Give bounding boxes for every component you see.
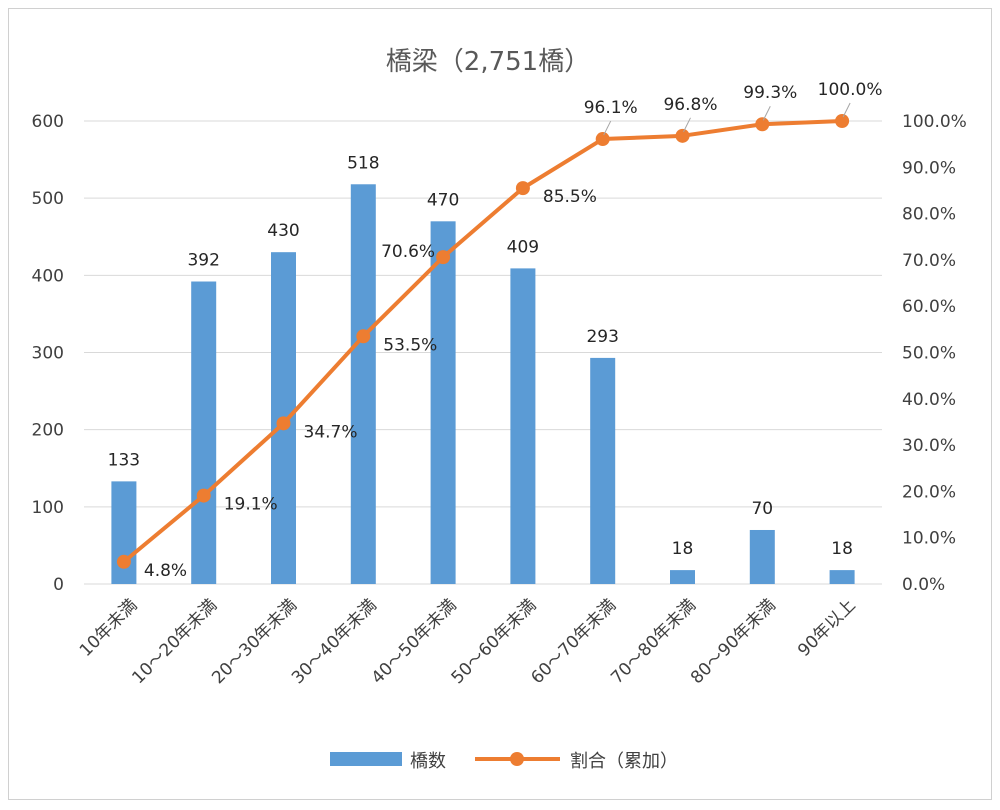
line-point: [675, 128, 690, 143]
bar-data-label: 18: [672, 539, 694, 559]
right-tick-label: 60.0%: [902, 297, 956, 317]
bar-data-label: 409: [507, 237, 539, 257]
legend-bar-label: 橋数: [410, 751, 446, 772]
leader-line: [762, 106, 771, 121]
bar-data-label: 470: [427, 190, 459, 210]
line-data-label: 4.8%: [144, 561, 187, 581]
line-data-label: 53.5%: [383, 335, 437, 355]
right-tick-label: 70.0%: [902, 251, 956, 271]
line-data-label: 96.8%: [663, 95, 717, 115]
line-data-label: 19.1%: [224, 495, 278, 515]
chart-frame: [8, 8, 992, 800]
line-data-label: 70.6%: [381, 242, 435, 262]
category-tick-label: 80～90年未満: [687, 595, 780, 688]
line-point: [595, 132, 610, 147]
right-tick-label: 40.0%: [902, 390, 956, 410]
line-data-label: 99.3%: [743, 83, 797, 103]
line-data-label: 34.7%: [304, 422, 358, 442]
bar-series: [111, 184, 855, 585]
bar: [350, 184, 376, 584]
bar-data-labels: 133 392 430 518 470 409 293 18 70 18: [108, 153, 853, 559]
right-tick-label: 90.0%: [902, 158, 956, 178]
bar: [829, 570, 855, 584]
leader-line: [842, 102, 851, 118]
category-tick-label: 10年未満: [76, 595, 142, 661]
bar-data-label: 430: [267, 221, 299, 241]
bar-data-label: 518: [347, 153, 379, 173]
right-tick-label: 20.0%: [902, 482, 956, 502]
line-point: [196, 488, 211, 503]
left-tick-label: 100: [32, 498, 64, 518]
line-data-label: 85.5%: [543, 187, 597, 207]
left-axis-ticks: 0 100 200 300 400 500 600: [32, 112, 64, 595]
right-tick-label: 10.0%: [902, 529, 956, 549]
bar: [590, 357, 616, 584]
gridlines: [84, 120, 882, 585]
right-tick-label: 0.0%: [902, 575, 945, 595]
right-tick-label: 30.0%: [902, 436, 956, 456]
legend-line-label: 割合（累加）: [570, 751, 678, 772]
line-point: [515, 181, 530, 196]
bar: [670, 570, 695, 584]
right-tick-label: 80.0%: [902, 205, 956, 225]
bar-data-label: 18: [831, 539, 853, 559]
right-tick-label: 50.0%: [902, 344, 956, 364]
left-tick-label: 300: [32, 344, 64, 364]
bar: [749, 529, 775, 584]
line-data-labels: 4.8% 19.1% 34.7% 53.5% 70.6% 85.5% 96.1% 96.8% 9…: [144, 80, 883, 581]
left-tick-label: 400: [32, 266, 64, 286]
line-point: [356, 329, 371, 344]
cumulative-line: [122, 119, 843, 564]
leader-line: [603, 120, 612, 136]
bar-data-label: 392: [187, 251, 219, 271]
line-point: [276, 416, 291, 431]
line-point: [436, 250, 451, 265]
legend-line-marker: [510, 752, 524, 766]
bar-data-label: 70: [751, 499, 773, 519]
chart-title: 橋梁（2,751橋）: [386, 47, 590, 77]
right-axis-ticks: 0.0% 10.0% 20.0% 30.0% 40.0% 50.0% 60.0% 70.0% 8…: [902, 112, 967, 595]
category-tick-label: 90年以上: [794, 595, 860, 661]
left-tick-label: 0: [53, 575, 64, 595]
line-point: [835, 114, 850, 128]
left-tick-label: 500: [32, 189, 64, 209]
bar: [510, 268, 536, 584]
leader-line: [683, 117, 691, 133]
left-tick-label: 200: [32, 421, 64, 441]
line-point: [116, 554, 131, 569]
bar-data-label: 293: [586, 327, 618, 347]
line-series: [116, 114, 850, 569]
line-data-label: 96.1%: [584, 98, 638, 118]
left-tick-label: 600: [32, 112, 64, 132]
right-tick-label: 100.0%: [902, 112, 967, 132]
legend-bar-swatch: [330, 752, 402, 766]
bar: [430, 221, 456, 585]
bar: [191, 281, 217, 584]
legend: 橋数 割合（累加）: [330, 751, 678, 772]
category-axis-ticks: 10年未満10～20年未満20～30年未満30～40年未満40～50年未満50～…: [76, 595, 860, 688]
bar-data-label: 133: [108, 450, 140, 470]
line-data-label: 100.0%: [818, 80, 883, 100]
line-point: [755, 117, 770, 132]
